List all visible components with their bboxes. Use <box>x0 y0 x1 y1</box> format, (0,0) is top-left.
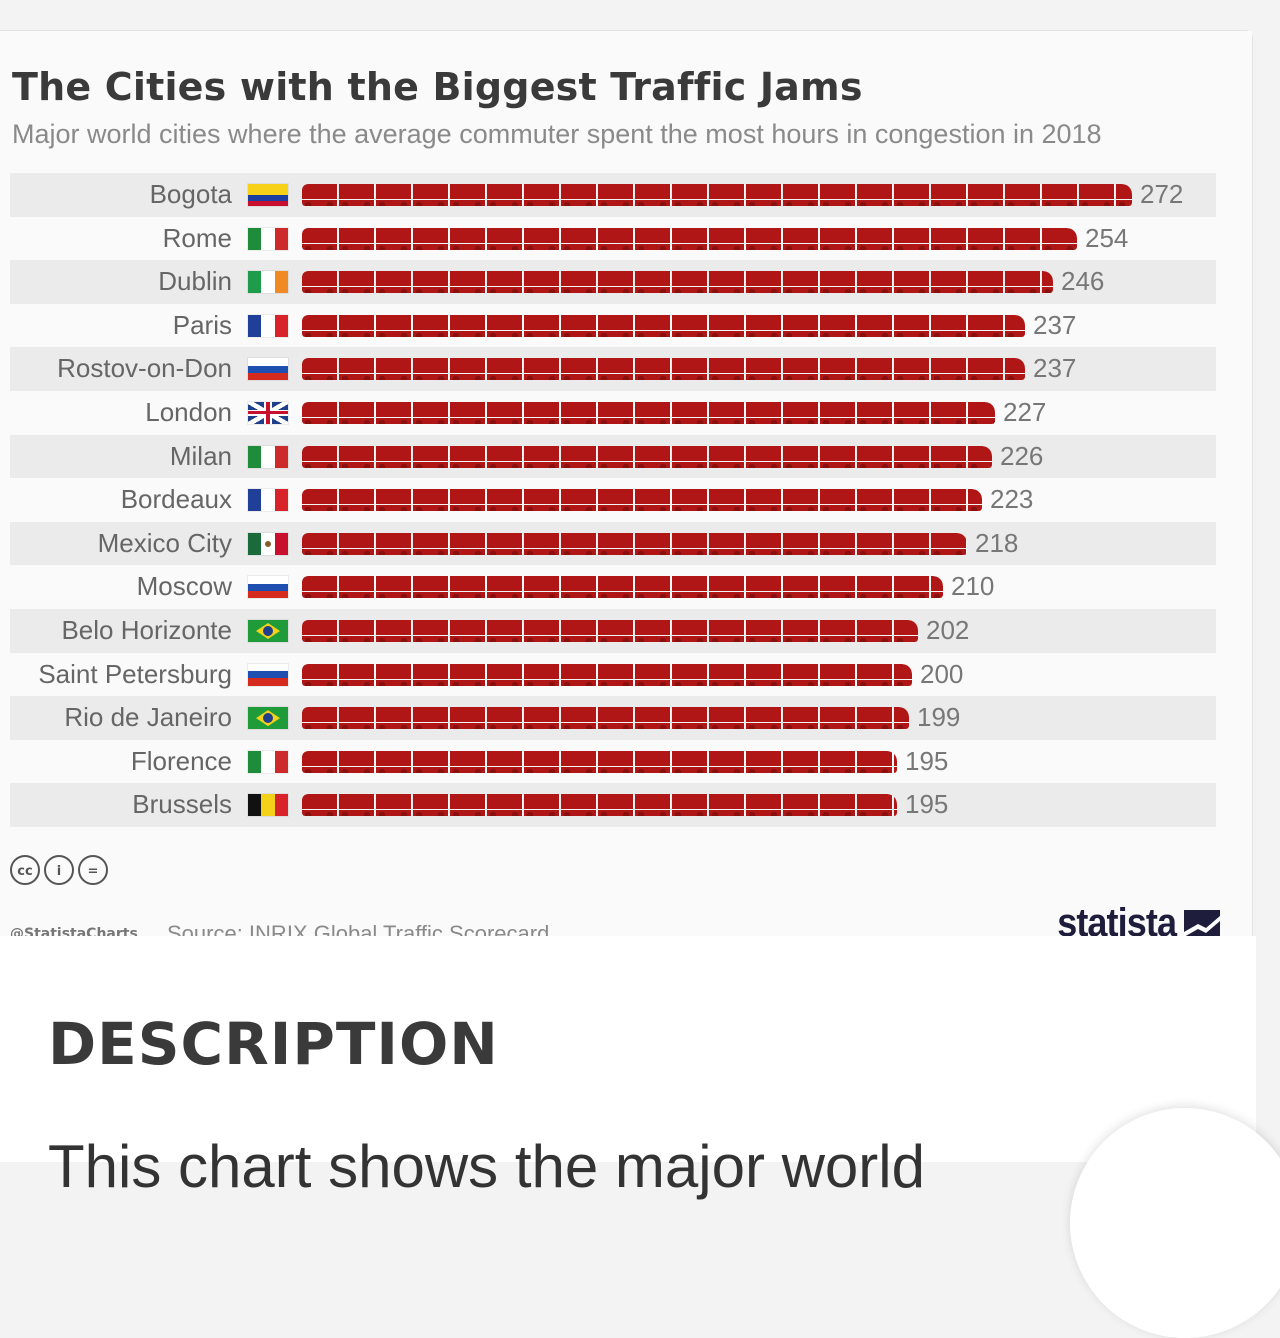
chart-row: Rostov-on-Don 237 <box>10 347 1216 391</box>
chart-title: The Cities with the Biggest Traffic Jams <box>12 65 863 109</box>
italy-flag-icon <box>248 227 288 250</box>
pictogram-bar-chart: Bogota 272 Rome 254 Dublin 246 Paris 237 Rostov-… <box>10 173 1216 827</box>
car-pictogram-bar <box>302 619 918 644</box>
france-flag-icon <box>248 314 288 337</box>
car-pictogram-bar <box>302 750 897 775</box>
city-label: Rio de Janeiro <box>64 702 232 733</box>
brazil-flag-icon <box>248 707 288 730</box>
city-label: Rome <box>162 222 232 253</box>
chart-row: Rio de Janeiro 199 <box>10 696 1216 740</box>
chart-row: Brussels 195 <box>10 783 1216 827</box>
statista-mark-icon <box>1184 909 1220 938</box>
chart-footer: cc i = @StatistaCharts Source: INRIX Glo… <box>10 851 1220 946</box>
value-label: 227 <box>1003 396 1047 427</box>
italy-flag-icon <box>248 445 288 468</box>
car-pictogram-bar <box>302 271 1053 296</box>
colombia-flag-icon <box>248 184 288 206</box>
car-pictogram-bar <box>302 401 995 426</box>
value-label: 237 <box>1033 309 1077 340</box>
chart-row: Milan 226 <box>10 434 1216 479</box>
car-pictogram-bar <box>302 314 1025 339</box>
chart-subtitle: Major world cities where the average com… <box>12 119 1102 149</box>
city-label: Mexico City <box>97 527 232 558</box>
car-pictogram-bar <box>302 445 992 470</box>
car-pictogram-bar <box>302 227 1077 252</box>
chart-row: Saint Petersburg 200 <box>10 653 1216 697</box>
floating-action-button[interactable] <box>1070 1108 1280 1338</box>
nd-icon: = <box>78 855 108 885</box>
value-label: 223 <box>990 484 1034 515</box>
city-label: Bogota <box>149 179 232 209</box>
value-label: 210 <box>951 571 995 602</box>
chart-row: Belo Horizonte 202 <box>10 608 1216 653</box>
license-icons[interactable]: cc i = <box>10 855 108 885</box>
city-label: Dublin <box>158 266 232 297</box>
value-label: 226 <box>1000 440 1044 471</box>
brazil-flag-icon <box>248 619 288 642</box>
chart-row: Moscow 210 <box>10 565 1216 609</box>
city-label: Rostov-on-Don <box>57 353 232 384</box>
mexico-flag-icon <box>248 532 288 555</box>
russia-flag-icon <box>248 358 288 381</box>
city-label: Brussels <box>132 789 232 820</box>
cc-icon: cc <box>10 855 40 885</box>
ireland-flag-icon <box>248 271 288 294</box>
value-label: 246 <box>1061 266 1105 297</box>
uk-flag-icon <box>248 401 288 424</box>
value-label: 237 <box>1033 353 1077 384</box>
car-pictogram-bar <box>302 184 1132 208</box>
value-label: 199 <box>917 702 961 733</box>
chart-row: Mexico City 218 <box>10 521 1216 566</box>
car-pictogram-bar <box>302 794 897 819</box>
city-label: London <box>145 396 232 427</box>
france-flag-icon <box>248 489 288 512</box>
by-icon: i <box>44 855 74 885</box>
value-label: 272 <box>1140 179 1184 209</box>
value-label: 200 <box>920 658 964 689</box>
city-label: Bordeaux <box>120 484 232 515</box>
belgium-flag-icon <box>248 794 288 817</box>
city-label: Paris <box>172 309 232 340</box>
chart-row: Florence 195 <box>10 740 1216 784</box>
russia-flag-icon <box>248 663 288 686</box>
value-label: 218 <box>975 527 1019 558</box>
car-pictogram-bar <box>302 489 982 514</box>
value-label: 195 <box>905 789 949 820</box>
russia-flag-icon <box>248 576 288 599</box>
city-label: Belo Horizonte <box>61 614 232 645</box>
description-heading: DESCRIPTION <box>48 1010 499 1078</box>
car-pictogram-bar <box>302 663 912 688</box>
italy-flag-icon <box>248 750 288 773</box>
value-label: 202 <box>926 614 970 645</box>
city-label: Milan <box>169 440 232 471</box>
chart-row: Dublin 246 <box>10 260 1216 304</box>
city-label: Saint Petersburg <box>38 658 232 689</box>
chart-row: Bordeaux 223 <box>10 478 1216 522</box>
value-label: 254 <box>1085 222 1129 253</box>
car-pictogram-bar <box>302 707 909 732</box>
chart-row: Rome 254 <box>10 217 1216 261</box>
chart-card: The Cities with the Biggest Traffic Jams… <box>0 30 1253 946</box>
city-label: Florence <box>130 745 232 776</box>
chart-row: Bogota 272 <box>10 173 1216 217</box>
chart-row: London 227 <box>10 391 1216 435</box>
description-text: This chart shows the major world <box>48 1133 925 1200</box>
car-pictogram-bar <box>302 358 1025 383</box>
city-label: Moscow <box>136 571 232 602</box>
car-pictogram-bar <box>302 532 967 557</box>
value-label: 195 <box>905 745 949 776</box>
chart-card-body: The Cities with the Biggest Traffic Jams… <box>0 31 1252 946</box>
description-section: DESCRIPTION This chart shows the major w… <box>0 936 1256 1200</box>
chart-row: Paris 237 <box>10 304 1216 348</box>
car-pictogram-bar <box>302 576 943 601</box>
